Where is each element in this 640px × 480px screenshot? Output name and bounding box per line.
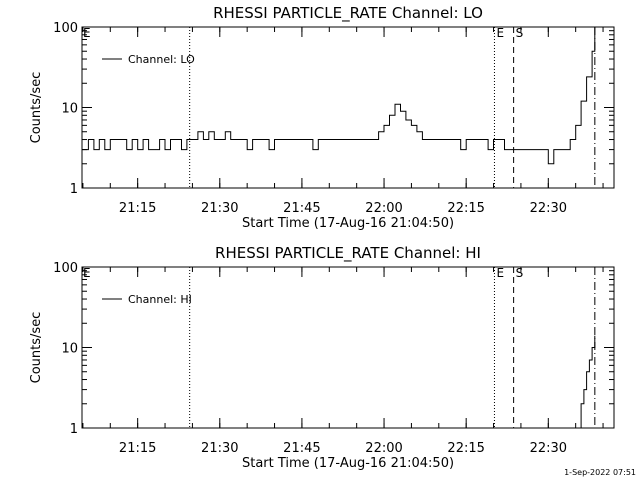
x-tick-label: 22:00 bbox=[365, 201, 402, 216]
y-tick-label: 10 bbox=[61, 342, 78, 357]
event-marker-label: E bbox=[83, 26, 91, 40]
plot-frame bbox=[81, 266, 615, 429]
y-axis-label: Counts/sec bbox=[29, 72, 44, 144]
y-tick-label: 100 bbox=[53, 21, 78, 36]
series-line bbox=[579, 335, 596, 429]
event-marker-label: S bbox=[516, 266, 524, 280]
x-tick-label: 21:15 bbox=[119, 441, 156, 456]
footer-timestamp: 1-Sep-2022 07:51 bbox=[564, 468, 636, 477]
x-tick-label: 21:30 bbox=[201, 201, 238, 216]
y-tick-label: 1 bbox=[70, 182, 78, 197]
x-tick-label: 22:00 bbox=[365, 441, 402, 456]
x-tick-label: 22:15 bbox=[447, 441, 484, 456]
x-tick-label: 22:15 bbox=[447, 201, 484, 216]
y-tick-label: 100 bbox=[53, 261, 78, 276]
chart-title: RHESSI PARTICLE_RATE Channel: LO bbox=[213, 4, 483, 23]
x-tick-label: 22:30 bbox=[530, 441, 567, 456]
event-marker-label: E bbox=[496, 26, 504, 40]
x-tick-label: 21:45 bbox=[283, 201, 320, 216]
event-marker-label: E bbox=[496, 266, 504, 280]
event-marker-label: E bbox=[83, 266, 91, 280]
plot-frame bbox=[81, 26, 615, 189]
series-line bbox=[82, 27, 596, 165]
x-tick-label: 21:30 bbox=[201, 441, 238, 456]
chart-title: RHESSI PARTICLE_RATE Channel: HI bbox=[215, 244, 481, 263]
y-axis-label: Counts/sec bbox=[29, 312, 44, 384]
y-tick-label: 1 bbox=[70, 422, 78, 437]
x-tick-label: 22:30 bbox=[530, 201, 567, 216]
legend-label: Channel: HI bbox=[128, 293, 192, 306]
x-axis-label: Start Time (17-Aug-16 21:04:50) bbox=[242, 456, 454, 471]
event-marker-label: S bbox=[516, 26, 524, 40]
x-tick-label: 21:45 bbox=[283, 441, 320, 456]
y-tick-label: 10 bbox=[61, 102, 78, 117]
legend-label: Channel: LO bbox=[128, 53, 195, 66]
x-tick-label: 21:15 bbox=[119, 201, 156, 216]
x-axis-label: Start Time (17-Aug-16 21:04:50) bbox=[242, 216, 454, 231]
